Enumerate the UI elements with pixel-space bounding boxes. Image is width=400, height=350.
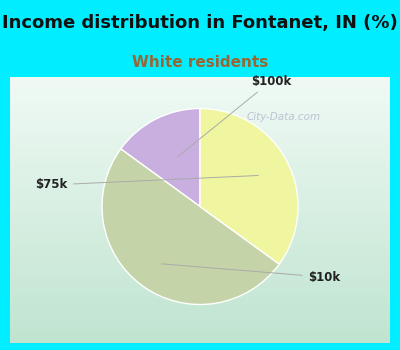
Text: $10k: $10k (161, 264, 340, 284)
Wedge shape (102, 149, 279, 304)
Wedge shape (121, 108, 200, 206)
Text: Income distribution in Fontanet, IN (%): Income distribution in Fontanet, IN (%) (2, 14, 398, 32)
Text: White residents: White residents (132, 55, 268, 70)
Text: City-Data.com: City-Data.com (246, 112, 321, 122)
Wedge shape (200, 108, 298, 264)
Text: $100k: $100k (178, 75, 291, 157)
Text: $75k: $75k (36, 175, 258, 191)
